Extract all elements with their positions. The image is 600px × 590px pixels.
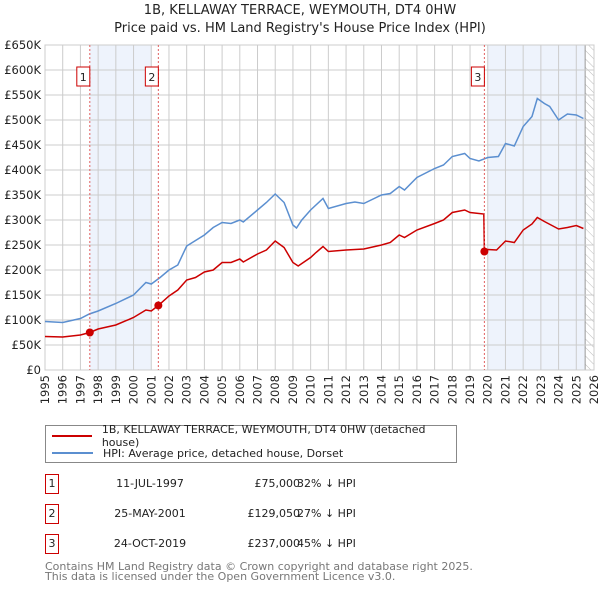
x-tick-label: 2014	[374, 375, 388, 404]
transaction-date: 11-JUL-1997	[116, 477, 184, 490]
transaction-hpi-diff: 45% ↓ HPI	[297, 537, 356, 550]
x-tick-label: 2013	[357, 375, 371, 404]
sale-label: 1	[80, 71, 87, 84]
transaction-price: £129,050	[247, 507, 301, 520]
x-tick-label: 2001	[144, 375, 158, 404]
transaction-row: 3 24-OCT-2019 £237,000 45% ↓ HPI	[45, 534, 465, 554]
transaction-date: 24-OCT-2019	[113, 537, 187, 550]
x-tick-label: 1998	[91, 375, 105, 404]
sale-label-box	[144, 66, 159, 87]
transaction-row: 1 11-JUL-1997 £75,000 32% ↓ HPI	[45, 474, 465, 494]
sale-label-box	[470, 66, 485, 87]
x-tick-label: 2022	[516, 375, 530, 404]
transaction-price: £75,000	[254, 477, 301, 490]
sale-label: 2	[148, 71, 155, 84]
footer-copyright: Contains HM Land Registry data © Crown c…	[45, 560, 473, 573]
x-tick-label: 2024	[552, 375, 566, 404]
x-tick-label: 2020	[481, 375, 495, 404]
sale-label-box	[76, 66, 91, 87]
x-tick-label: 1999	[109, 375, 123, 404]
transaction-hpi-diff: 27% ↓ HPI	[297, 507, 356, 520]
x-tick-label: 2003	[180, 375, 194, 404]
x-tick-label: 2011	[321, 375, 335, 404]
y-tick-label: £150K	[4, 288, 41, 302]
x-tick-label: 2012	[339, 375, 353, 404]
y-tick-label: £650K	[4, 38, 41, 52]
sale-point	[154, 301, 163, 310]
legend-item-hpi: HPI: Average price, detached house, Dors…	[46, 445, 343, 461]
y-tick-label: £300K	[4, 213, 41, 227]
x-tick-label: 1996	[56, 375, 70, 404]
legend-label-hpi: HPI: Average price, detached house, Dors…	[103, 446, 344, 460]
x-tick-label: 2025	[569, 375, 583, 404]
x-tick-label: 2018	[445, 375, 459, 404]
legend-item-property: 1B, KELLAWAY TERRACE, WEYMOUTH, DT4 0HW …	[46, 423, 456, 449]
x-tick-label: 2017	[428, 375, 442, 404]
legend-swatch-blue	[52, 452, 93, 454]
price-chart: 1 2 3 £0 £50K £100K £150K £200K £250K £300K £350K £…	[4, 38, 600, 404]
y-tick-label: £600K	[4, 63, 41, 77]
y-tick-label: £400K	[4, 163, 41, 177]
x-tick-label: 2023	[534, 375, 548, 404]
x-tick-label: 2002	[162, 375, 176, 404]
x-tick-label: 2005	[215, 375, 229, 404]
x-tick-label: 2019	[463, 375, 477, 404]
y-tick-label: £200K	[4, 263, 41, 277]
transaction-marker: 3	[45, 534, 59, 554]
transaction-row: 2 25-MAY-2001 £129,050 27% ↓ HPI	[45, 504, 465, 524]
forecast-hatch	[585, 45, 594, 370]
x-tick-label: 1995	[38, 375, 52, 404]
plot-border	[44, 44, 595, 371]
x-tick-label: 2015	[392, 375, 406, 404]
shaded-period	[89, 45, 152, 370]
chart-subtitle: Price paid vs. HM Land Registry's House …	[114, 21, 486, 36]
y-tick-label: £50K	[12, 338, 42, 352]
x-tick-label: 2010	[304, 375, 318, 404]
legend-swatch-red	[52, 435, 92, 437]
transaction-hpi-diff: 32% ↓ HPI	[297, 477, 356, 490]
x-tick-label: 2000	[127, 375, 141, 404]
legend-label-property: 1B, KELLAWAY TERRACE, WEYMOUTH, DT4 0HW …	[101, 423, 426, 449]
y-tick-label: £450K	[4, 138, 41, 152]
footer-licence: This data is licensed under the Open Gov…	[45, 570, 396, 583]
sale-point	[480, 247, 489, 256]
y-tick-label: £250K	[4, 238, 41, 252]
x-tick-label: 1997	[73, 375, 87, 404]
transaction-price: £237,000	[247, 537, 301, 550]
y-tick-label: £500K	[4, 113, 41, 127]
x-tick-label: 2006	[233, 375, 247, 404]
x-tick-label: 2026	[587, 375, 600, 404]
legend: 1B, KELLAWAY TERRACE, WEYMOUTH, DT4 0HW …	[45, 423, 457, 463]
x-tick-label: 2016	[410, 375, 424, 404]
sale-point	[85, 328, 94, 337]
x-tick-label: 2004	[197, 375, 211, 404]
sale-label: 3	[474, 71, 481, 84]
transaction-marker: 2	[45, 504, 59, 524]
hpi-line	[44, 97, 584, 324]
transaction-date: 25-MAY-2001	[114, 507, 186, 520]
y-tick-label: £0	[26, 363, 41, 377]
transaction-marker: 1	[45, 474, 59, 494]
x-tick-label: 2008	[268, 375, 282, 404]
x-tick-label: 2021	[498, 375, 512, 404]
y-tick-label: £350K	[4, 188, 41, 202]
shaded-period	[487, 45, 586, 370]
x-tick-label: 2007	[251, 375, 265, 404]
x-tick-label: 2009	[286, 375, 300, 404]
y-tick-label: £550K	[4, 88, 41, 102]
y-tick-label: £100K	[4, 313, 41, 327]
chart-title: 1B, KELLAWAY TERRACE, WEYMOUTH, DT4 0HW	[143, 3, 457, 18]
